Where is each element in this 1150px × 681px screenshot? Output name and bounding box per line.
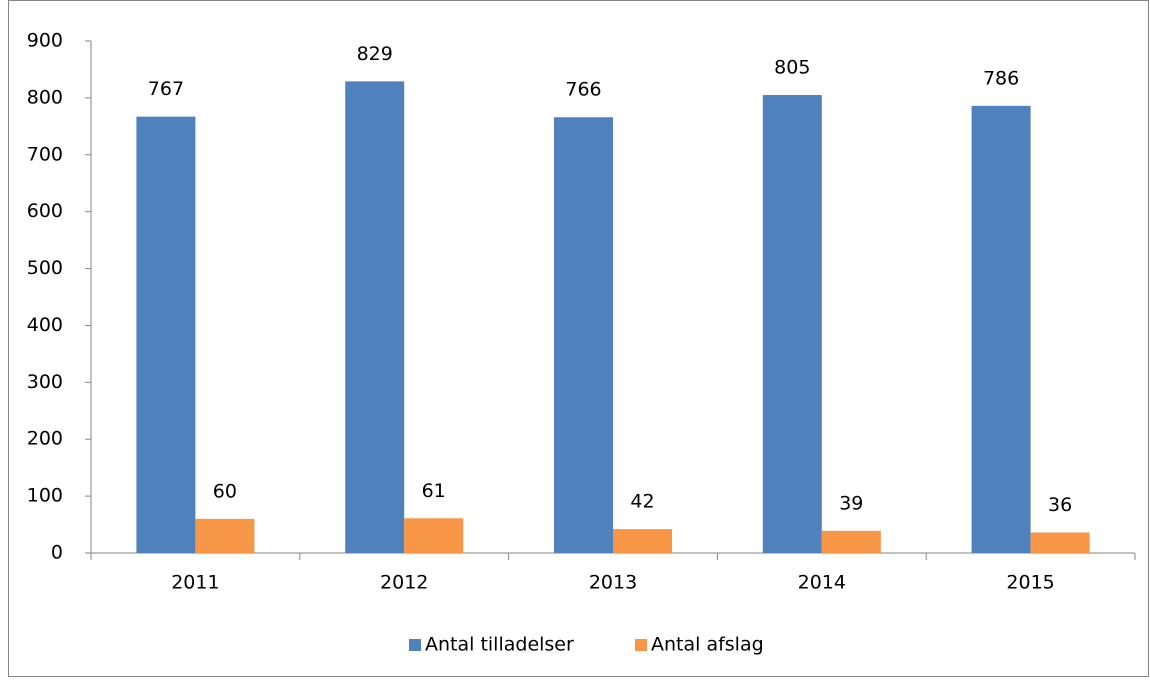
data-label: 60 — [213, 480, 237, 502]
x-tick-label: 2014 — [798, 572, 846, 594]
x-tick-label: 2015 — [1006, 572, 1054, 594]
data-label: 786 — [983, 67, 1019, 89]
x-tick-label: 2013 — [589, 572, 637, 594]
data-label: 805 — [774, 57, 810, 79]
legend-swatch — [409, 639, 421, 651]
data-label: 42 — [630, 491, 654, 513]
y-tick-label: 300 — [27, 371, 63, 393]
y-tick-label: 500 — [27, 257, 63, 279]
bar — [195, 518, 255, 553]
bar — [554, 117, 613, 553]
data-label: 829 — [357, 43, 393, 65]
bar — [821, 530, 881, 553]
y-tick-label: 200 — [27, 428, 63, 450]
y-tick-label: 400 — [27, 314, 63, 336]
data-label: 36 — [1048, 494, 1072, 516]
legend-swatch — [635, 639, 647, 651]
bar — [1030, 532, 1090, 553]
legend-label: Antal afslag — [651, 634, 764, 656]
bar — [345, 81, 405, 553]
y-tick-label: 600 — [27, 200, 63, 222]
y-tick-label: 900 — [27, 30, 63, 52]
x-tick-label: 2012 — [380, 572, 428, 594]
data-label: 766 — [565, 79, 601, 101]
legend-label: Antal tilladelser — [425, 634, 574, 656]
y-tick-label: 800 — [27, 86, 63, 108]
x-tick-label: 2011 — [171, 572, 219, 594]
y-tick-label: 700 — [27, 143, 63, 165]
bar — [762, 95, 822, 554]
y-tick-label: 0 — [51, 542, 63, 564]
data-label: 39 — [839, 492, 863, 514]
data-label: 61 — [422, 480, 446, 502]
data-label: 767 — [148, 78, 184, 100]
bar — [404, 518, 464, 553]
bar — [136, 116, 196, 553]
bar — [971, 105, 1031, 553]
bar — [613, 529, 672, 553]
y-tick-label: 100 — [27, 485, 63, 507]
